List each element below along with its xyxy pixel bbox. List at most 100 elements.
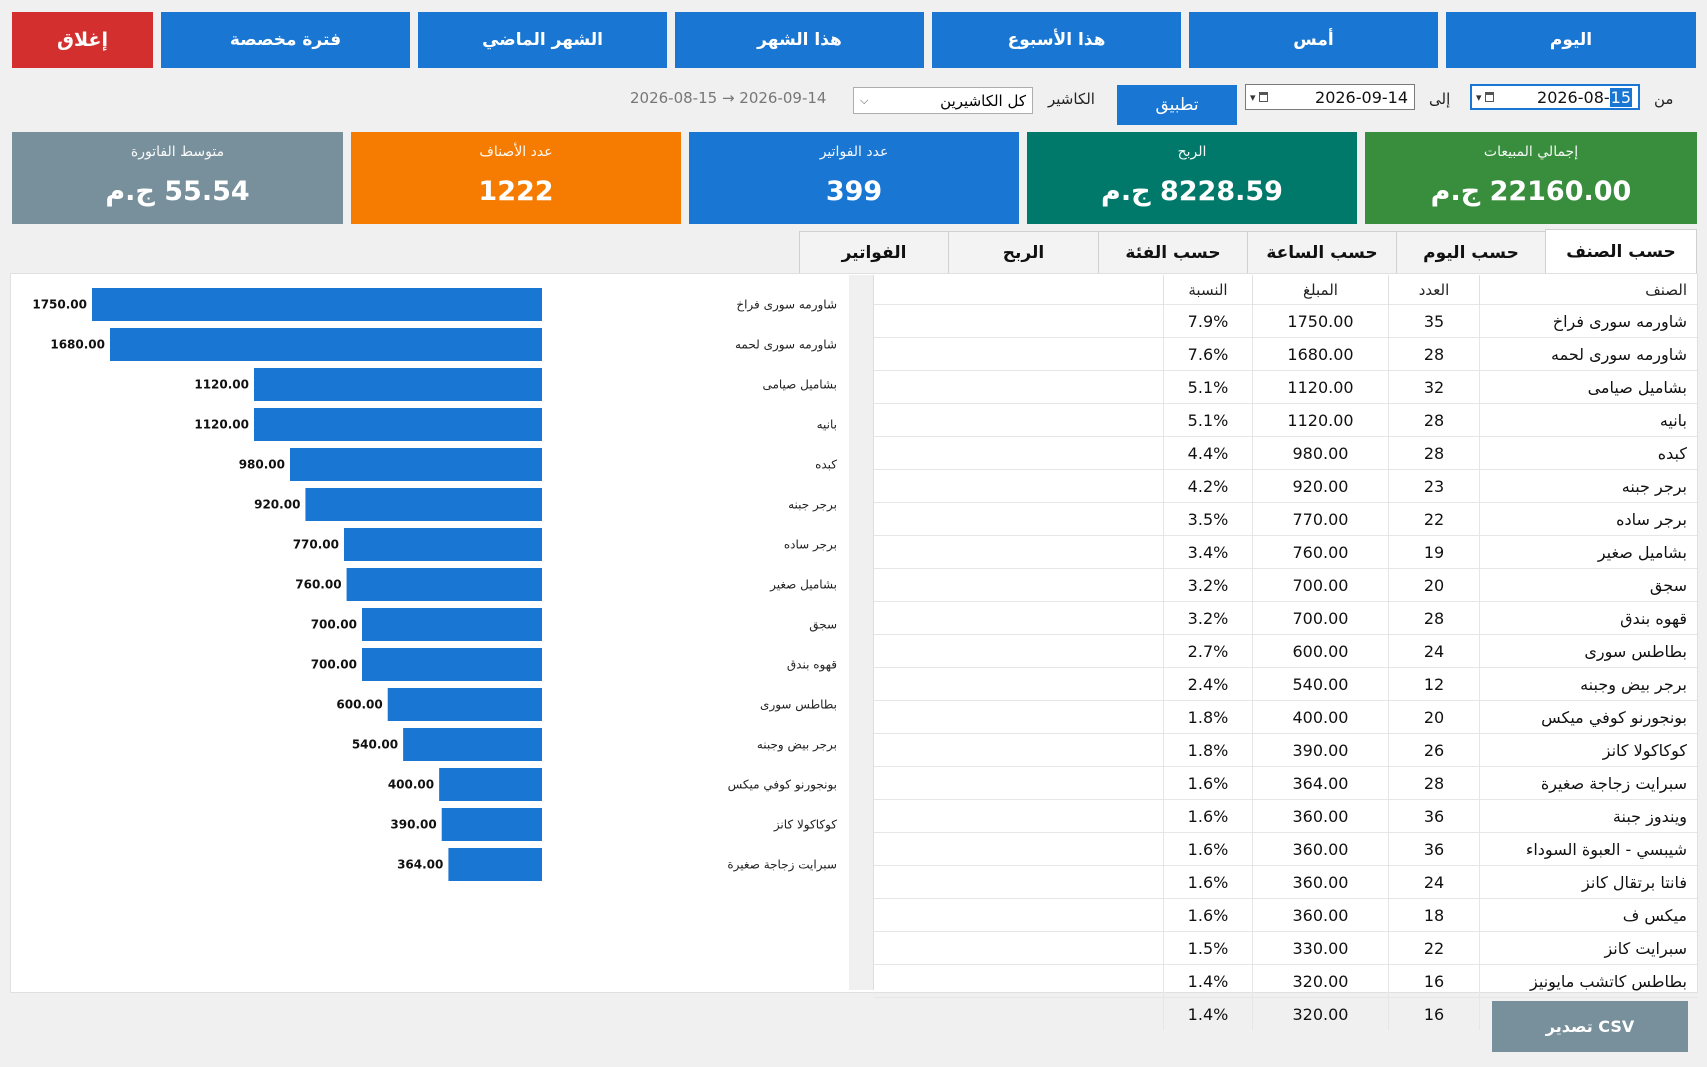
table-row[interactable]: بونجورنو كوفي ميكس 20 400.00 1.8% — [874, 700, 1697, 734]
filter-this-week-button[interactable]: هذا الأسبوع — [932, 12, 1181, 68]
cell-item: كوكاكولا كانز — [1479, 733, 1697, 767]
cell-amount: 600.00 — [1252, 634, 1389, 668]
cell-count: 24 — [1388, 865, 1480, 899]
header-count[interactable]: العدد — [1388, 275, 1480, 305]
table-row[interactable]: برجر ساده 22 770.00 3.5% — [874, 502, 1697, 536]
header-amount[interactable]: المبلغ — [1252, 275, 1389, 305]
tab-by-category[interactable]: حسب الفئة — [1098, 231, 1248, 273]
table-row[interactable]: بطاطس كاتشب مايونيز 16 320.00 1.4% — [874, 964, 1697, 998]
tab-by-item[interactable]: حسب الصنف — [1545, 229, 1697, 273]
splitter[interactable] — [849, 275, 873, 990]
card-label: عدد الفواتير — [819, 144, 889, 160]
bar-category-label: بشاميل صغير — [769, 578, 837, 593]
to-date-value: 2026-09-14 — [1315, 87, 1408, 107]
table-row[interactable]: برجر بيض وجبنه 12 540.00 2.4% — [874, 667, 1697, 701]
bar-value-label: 400.00 — [388, 778, 434, 792]
card-average-invoice: متوسط الفاتورة 55.54 ج.م — [12, 132, 343, 224]
cell-count: 28 — [1388, 766, 1480, 800]
item-sales-chart: 1750.00 شاورمه سورى فراخ 1680.00 شاورمه سور… — [12, 275, 848, 991]
cell-count: 19 — [1388, 535, 1480, 569]
table-row[interactable]: شاورمه سورى فراخ 35 1750.00 7.9% — [874, 304, 1697, 338]
cell-percent: 1.6% — [1163, 898, 1253, 932]
header-percent[interactable]: النسبة — [1163, 275, 1253, 305]
cell-count: 26 — [1388, 733, 1480, 767]
card-value: 1222 — [478, 176, 554, 207]
cell-count: 35 — [1388, 304, 1480, 338]
table-row[interactable]: شاورمه سورى لحمه 28 1680.00 7.6% — [874, 337, 1697, 371]
filter-yesterday-button[interactable]: أمس — [1189, 12, 1438, 68]
card-total-sales: إجمالي المبيعات 22160.00 ج.م — [1365, 132, 1697, 224]
cell-amount: 364.00 — [1252, 766, 1389, 800]
filter-today-button[interactable]: اليوم — [1446, 12, 1696, 68]
cell-amount: 320.00 — [1252, 964, 1389, 998]
card-label: عدد الأصناف — [479, 144, 553, 160]
header-item[interactable]: الصنف — [1479, 275, 1697, 305]
filter-last-month-button[interactable]: الشهر الماضي — [418, 12, 667, 68]
to-date-picker[interactable]: ▾ 2026-09-14 — [1245, 84, 1415, 110]
cell-percent: 1.8% — [1163, 733, 1253, 767]
table-row[interactable]: سجق 20 700.00 3.2% — [874, 568, 1697, 602]
from-label: من — [1654, 90, 1674, 108]
bar-category-label: شاورمه سورى فراخ — [736, 298, 837, 313]
table-row[interactable]: ويندوز جبنة 36 360.00 1.6% — [874, 799, 1697, 833]
from-date-picker[interactable]: ▾ 2026-08-15 — [1470, 84, 1640, 110]
cell-percent: 3.4% — [1163, 535, 1253, 569]
table-row[interactable]: برجر جبنه 23 920.00 4.2% — [874, 469, 1697, 503]
chart-bar — [403, 728, 542, 761]
calendar-dropdown-icon[interactable]: ▾ — [1476, 91, 1494, 104]
table-row[interactable]: بطاطس سورى 24 600.00 2.7% — [874, 634, 1697, 668]
table-row[interactable]: كوكاكولا كانز 26 390.00 1.8% — [874, 733, 1697, 767]
cell-amount: 320.00 — [1252, 997, 1389, 1030]
cell-item: برجر جبنه — [1479, 469, 1697, 503]
filter-this-month-button[interactable]: هذا الشهر — [675, 12, 924, 68]
card-item-count: عدد الأصناف 1222 — [351, 132, 681, 224]
table-row[interactable]: بشاميل صغير 19 760.00 3.4% — [874, 535, 1697, 569]
chart-bar — [110, 328, 542, 361]
card-invoice-count: عدد الفواتير 399 — [689, 132, 1019, 224]
table-row[interactable]: قهوه بندق 28 700.00 3.2% — [874, 601, 1697, 635]
calendar-dropdown-icon[interactable]: ▾ — [1250, 91, 1268, 104]
bar-value-label: 1120.00 — [194, 378, 249, 392]
table-row[interactable]: ميكس ف 18 360.00 1.6% — [874, 898, 1697, 932]
table-row[interactable]: فانتا برتقال كانز 24 360.00 1.6% — [874, 865, 1697, 899]
cell-count: 16 — [1388, 964, 1480, 998]
cell-item: ميكس ف — [1479, 898, 1697, 932]
filter-custom-range-button[interactable]: فترة مخصصة — [161, 12, 410, 68]
table-row[interactable]: بانيه 28 1120.00 5.1% — [874, 403, 1697, 437]
close-button[interactable]: إغلاق — [12, 12, 153, 68]
chart-bar — [439, 768, 542, 801]
tab-by-day[interactable]: حسب اليوم — [1396, 231, 1546, 273]
table-row[interactable]: سبرايت كانز 22 330.00 1.5% — [874, 931, 1697, 965]
cell-count: 28 — [1388, 436, 1480, 470]
chart-bar — [254, 408, 542, 441]
table-row[interactable]: شيبسي - العبوة السوداء 36 360.00 1.6% — [874, 832, 1697, 866]
item-sales-table[interactable]: الصنف العدد المبلغ النسبة شاورمه سورى فر… — [873, 275, 1697, 1030]
to-label: إلى — [1429, 90, 1451, 108]
from-date-value: 2026-08-15 — [1537, 87, 1632, 107]
bar-category-label: سبرايت زجاجة صغيرة — [727, 858, 837, 873]
chart-bar — [362, 608, 542, 641]
cell-item: شاورمه سورى فراخ — [1479, 304, 1697, 338]
apply-button[interactable]: تطبيق — [1117, 85, 1237, 125]
tab-profit[interactable]: الربح — [948, 231, 1099, 273]
cell-count: 28 — [1388, 601, 1480, 635]
card-profit: الربح 8228.59 ج.م — [1027, 132, 1357, 224]
cell-item: سجق — [1479, 568, 1697, 602]
bar-value-label: 1120.00 — [194, 418, 249, 432]
bar-value-label: 600.00 — [336, 698, 382, 712]
table-row[interactable]: سبرايت زجاجة صغيرة 28 364.00 1.6% — [874, 766, 1697, 800]
cell-amount: 760.00 — [1252, 535, 1389, 569]
cell-amount: 360.00 — [1252, 865, 1389, 899]
tab-invoices[interactable]: الفواتير — [799, 231, 949, 273]
cell-amount: 770.00 — [1252, 502, 1389, 536]
cell-count: 20 — [1388, 568, 1480, 602]
cashier-select[interactable]: ⌵ كل الكاشيرين — [853, 87, 1033, 114]
cashier-label: الكاشير — [1048, 90, 1095, 108]
cell-amount: 330.00 — [1252, 931, 1389, 965]
bar-value-label: 1750.00 — [32, 298, 87, 312]
table-row[interactable]: كبده 28 980.00 4.4% — [874, 436, 1697, 470]
export-csv-button[interactable]: تصدير CSV — [1492, 1001, 1688, 1052]
cell-amount: 390.00 — [1252, 733, 1389, 767]
table-row[interactable]: بشاميل صيامى 32 1120.00 5.1% — [874, 370, 1697, 404]
tab-by-hour[interactable]: حسب الساعة — [1247, 231, 1397, 273]
